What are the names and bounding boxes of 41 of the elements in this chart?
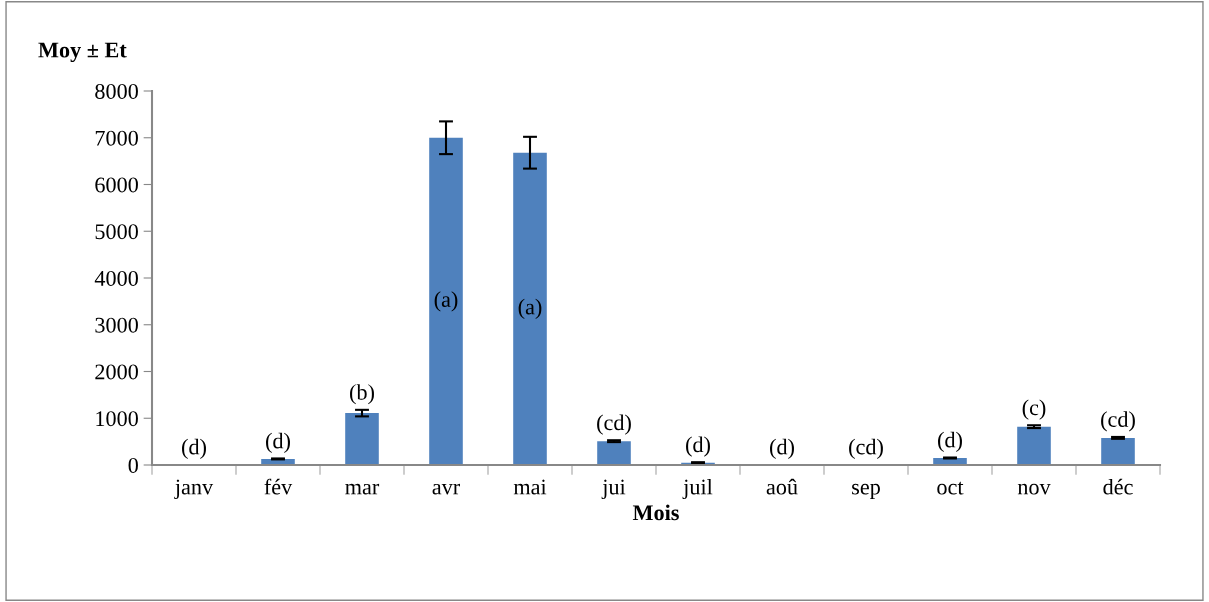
y-axis-title: Moy ± Et [38,42,127,63]
x-tick-label: juil [682,478,713,500]
data-label: (cd) [1101,411,1135,432]
bar [1101,437,1135,465]
y-tick-label: 6000 [95,177,138,193]
bar [513,152,547,465]
y-tick-label: 1000 [96,411,138,427]
x-tick-label: déc [1103,478,1133,495]
x-tick-label: fév [264,478,293,495]
data-label: (d) [770,438,794,459]
y-tick-label: 2000 [95,364,138,380]
y-tick-label: 8000 [95,83,138,99]
data-label: (d) [182,438,206,459]
bar [345,413,379,465]
data-label: (a) [518,298,542,319]
x-axis-title: Mois [632,504,679,521]
x-tick-label: sep [852,483,880,500]
x-tick-label: janv [174,479,214,500]
x-tick-label: mai [513,479,547,495]
y-tick-label: 0 [128,457,138,473]
data-label: (cd) [597,414,631,435]
y-tick-label: 3000 [95,317,138,333]
x-tick-label: oct [937,481,964,495]
data-label: (d) [266,432,290,453]
x-tick-label: aoû [766,478,798,495]
y-tick-label: 7000 [95,130,138,146]
data-label: (d) [938,431,962,452]
bar [597,441,631,465]
x-tick-label: jui [601,479,626,500]
bar [1017,426,1051,465]
x-tick-label: nov [1017,483,1051,495]
data-label: (a) [434,291,458,312]
data-label: (c) [1022,399,1046,420]
y-tick-label: 4000 [94,270,138,286]
x-tick-label: mar [345,483,380,495]
bar [429,137,463,465]
data-label: (d) [686,436,710,457]
data-label: (cd) [849,438,883,459]
x-tick-label: avr [432,483,460,495]
y-tick-label: 5000 [95,224,138,240]
data-label: (b) [350,384,374,405]
